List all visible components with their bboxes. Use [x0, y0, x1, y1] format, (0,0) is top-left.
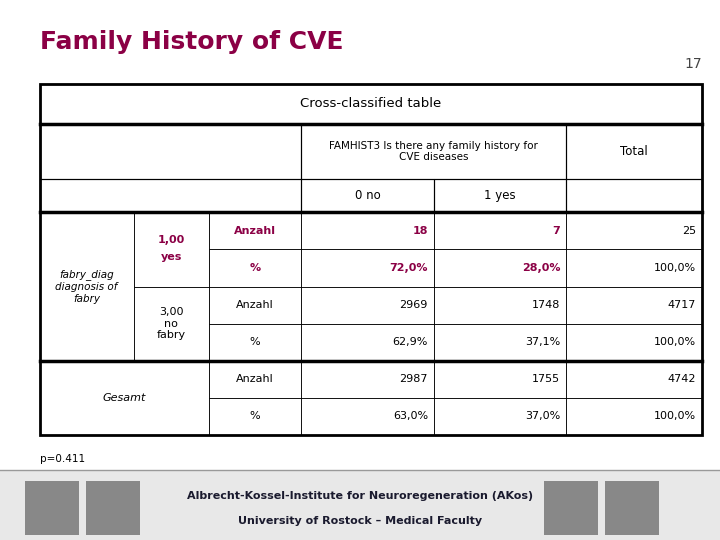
Bar: [86, 481, 140, 535]
Text: FAMHIST3 Is there any family history for
CVE diseases: FAMHIST3 Is there any family history for…: [329, 141, 538, 163]
Bar: [301, 179, 433, 212]
Text: 1,00: 1,00: [158, 235, 185, 245]
Bar: [209, 361, 301, 397]
Bar: [25, 481, 79, 535]
Text: 72,0%: 72,0%: [390, 263, 428, 273]
Bar: [566, 361, 702, 397]
Text: 17: 17: [685, 57, 702, 71]
Text: %: %: [250, 411, 260, 421]
Bar: [566, 249, 702, 287]
Bar: [566, 287, 702, 323]
Text: Albrecht-Kossel-Institute for Neuroregeneration (AKos): Albrecht-Kossel-Institute for Neuroregen…: [187, 491, 533, 501]
Text: 100,0%: 100,0%: [654, 263, 696, 273]
Bar: [40, 179, 301, 212]
Text: University of Rostock – Medical Faculty: University of Rostock – Medical Faculty: [238, 516, 482, 526]
Bar: [0, 470, 720, 540]
Bar: [301, 323, 433, 361]
Text: 3,00: 3,00: [159, 307, 184, 316]
Text: 18: 18: [413, 226, 428, 236]
Bar: [433, 212, 566, 249]
Text: Anzahl: Anzahl: [236, 374, 274, 384]
Text: 4742: 4742: [667, 374, 696, 384]
Bar: [433, 361, 566, 397]
Bar: [566, 124, 702, 179]
Bar: [134, 212, 209, 287]
Text: 28,0%: 28,0%: [522, 263, 560, 273]
Text: %: %: [249, 263, 261, 273]
Text: yes: yes: [161, 252, 181, 262]
Text: Total: Total: [620, 145, 648, 158]
Text: 100,0%: 100,0%: [654, 411, 696, 421]
Text: 2987: 2987: [400, 374, 428, 384]
Text: 7: 7: [553, 226, 560, 236]
Bar: [433, 179, 566, 212]
Text: 1 yes: 1 yes: [484, 189, 516, 202]
Bar: [544, 481, 598, 535]
Bar: [433, 249, 566, 287]
Bar: [40, 84, 702, 124]
Text: Anzahl: Anzahl: [234, 226, 276, 236]
Bar: [433, 323, 566, 361]
Bar: [40, 124, 301, 179]
Text: 1748: 1748: [532, 300, 560, 310]
Text: 100,0%: 100,0%: [654, 337, 696, 347]
Text: 37,0%: 37,0%: [525, 411, 560, 421]
Bar: [301, 124, 566, 179]
Bar: [566, 323, 702, 361]
Text: 2969: 2969: [400, 300, 428, 310]
Bar: [40, 84, 702, 435]
Bar: [301, 287, 433, 323]
Text: 37,1%: 37,1%: [525, 337, 560, 347]
Text: fabry_diag
diagnosis of
fabry: fabry_diag diagnosis of fabry: [55, 269, 118, 303]
Text: Anzahl: Anzahl: [236, 300, 274, 310]
Bar: [209, 397, 301, 435]
Bar: [209, 287, 301, 323]
Bar: [209, 212, 301, 249]
Bar: [566, 212, 702, 249]
Text: Gesamt: Gesamt: [102, 393, 145, 403]
Text: %: %: [250, 337, 260, 347]
Text: no: no: [164, 319, 178, 328]
Bar: [566, 397, 702, 435]
Text: Cross-classified table: Cross-classified table: [300, 98, 441, 111]
Bar: [605, 481, 659, 535]
Bar: [566, 179, 702, 212]
Text: 25: 25: [682, 226, 696, 236]
Text: 63,0%: 63,0%: [393, 411, 428, 421]
Text: p=0.411: p=0.411: [40, 454, 85, 464]
Bar: [433, 397, 566, 435]
Text: Family History of CVE: Family History of CVE: [40, 30, 343, 53]
Bar: [301, 212, 433, 249]
Bar: [209, 323, 301, 361]
Bar: [209, 249, 301, 287]
Bar: [301, 249, 433, 287]
Bar: [301, 361, 433, 397]
Bar: [134, 287, 209, 361]
Text: 4717: 4717: [668, 300, 696, 310]
Text: fabry: fabry: [156, 330, 186, 340]
Bar: [40, 361, 209, 435]
Text: 1755: 1755: [532, 374, 560, 384]
Text: 0 no: 0 no: [355, 189, 380, 202]
Bar: [433, 287, 566, 323]
Bar: [301, 397, 433, 435]
Text: 62,9%: 62,9%: [392, 337, 428, 347]
Bar: [40, 212, 134, 361]
